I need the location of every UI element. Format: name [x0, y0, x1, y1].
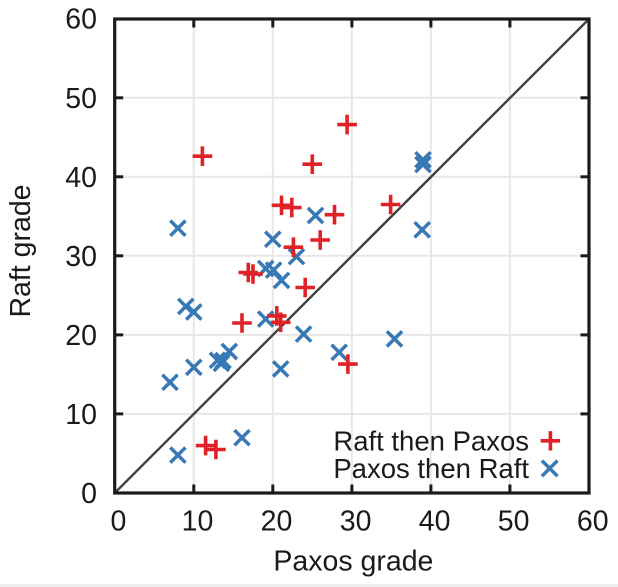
svg-text:40: 40: [65, 162, 97, 194]
svg-text:60: 60: [577, 506, 609, 538]
svg-text:Raft grade: Raft grade: [5, 184, 37, 317]
svg-text:60: 60: [65, 4, 97, 36]
svg-text:0: 0: [110, 506, 126, 538]
svg-text:0: 0: [81, 478, 97, 510]
svg-text:50: 50: [65, 83, 97, 115]
svg-text:Paxos then Raft: Paxos then Raft: [333, 453, 529, 484]
svg-text:20: 20: [261, 506, 293, 538]
svg-text:50: 50: [498, 506, 530, 538]
svg-text:30: 30: [65, 241, 97, 273]
svg-text:20: 20: [65, 320, 97, 352]
svg-text:Raft then Paxos: Raft then Paxos: [333, 426, 529, 457]
svg-text:40: 40: [419, 506, 451, 538]
svg-text:10: 10: [65, 399, 97, 431]
svg-text:Paxos grade: Paxos grade: [273, 545, 433, 577]
svg-text:10: 10: [182, 506, 214, 538]
svg-text:30: 30: [340, 506, 372, 538]
